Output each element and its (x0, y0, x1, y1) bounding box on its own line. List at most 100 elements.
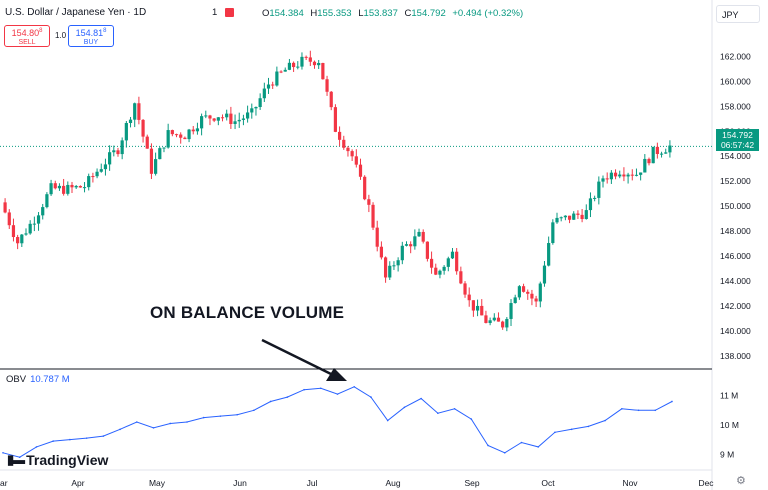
candle-body (195, 128, 200, 132)
candle-body (480, 305, 484, 316)
obv-point (437, 412, 439, 415)
candle-body (99, 169, 103, 172)
obv-points (2, 386, 673, 459)
tradingview-logo: ▮▬ TradingView (7, 452, 108, 468)
candle-body (392, 265, 396, 267)
buy-price: 154.81 (75, 28, 104, 38)
candle-body (296, 66, 300, 68)
candle-body (613, 172, 618, 177)
candle-body (7, 212, 11, 226)
candle-body (41, 207, 45, 216)
time-tick-label: Jun (233, 478, 247, 488)
candle-body (266, 84, 271, 89)
obv-point (353, 386, 356, 388)
obv-point (403, 406, 406, 409)
currency-button[interactable]: JPY (716, 5, 760, 23)
candle-body (158, 148, 162, 160)
sell-button[interactable]: 154.808 SELL (4, 25, 50, 47)
candle-body (367, 199, 371, 205)
obv-point (520, 441, 523, 444)
symbol-title[interactable]: U.S. Dollar / Japanese Yen · 1D (5, 7, 147, 18)
candle-body (584, 210, 588, 220)
candle-body (216, 117, 220, 121)
obv-value: 10.787 M (30, 374, 70, 385)
close-label: C (404, 8, 412, 19)
annotation-arrow (261, 338, 347, 381)
close-value: 154.792 (411, 8, 446, 19)
candle-body (647, 158, 651, 164)
candle-body (609, 172, 613, 180)
obv-point (386, 419, 389, 422)
candle-body (421, 231, 425, 242)
candle-body (530, 293, 534, 299)
obv-point (286, 396, 289, 398)
candle-body (329, 91, 333, 108)
time-tick-label: Apr (71, 478, 84, 488)
candle-body (74, 185, 78, 188)
high-value: 155.353 (317, 8, 352, 19)
candle-body (212, 118, 216, 121)
obv-point (85, 437, 88, 439)
obv-point (169, 422, 172, 425)
obv-point (18, 456, 21, 459)
time-tick-label: May (149, 478, 166, 488)
candle-body (53, 183, 57, 189)
obv-point (219, 415, 222, 417)
obv-point (303, 388, 305, 391)
candle-body (388, 265, 392, 278)
candle-body (246, 112, 250, 119)
candle-body (28, 223, 32, 234)
price-tick-label: 138.000 (720, 351, 751, 361)
flag-icon[interactable] (225, 8, 234, 17)
candle-body (183, 137, 187, 140)
candle-body (559, 217, 563, 219)
buy-button[interactable]: 154.818 BUY (68, 25, 114, 47)
candle-body (49, 183, 53, 195)
candle-body (459, 271, 463, 284)
obv-point (253, 409, 255, 412)
open-label: O (262, 8, 270, 19)
candle-body (354, 156, 358, 165)
bar-countdown: 06:57:42 (720, 140, 755, 150)
candle-body (154, 159, 158, 174)
obv-point (52, 440, 54, 442)
candle-body (484, 315, 488, 323)
candle-body (279, 71, 283, 73)
candle-body (542, 265, 547, 284)
obv-point (621, 408, 623, 410)
time-tick-label: ar (0, 478, 8, 488)
candle-body (383, 257, 388, 278)
candle-body (317, 62, 321, 66)
high-label: H (310, 8, 318, 19)
candle-body (36, 215, 41, 224)
quantity[interactable]: 1.0 (55, 31, 67, 40)
candle-body (467, 294, 471, 301)
candle-body (438, 270, 442, 275)
obv-point (570, 428, 573, 431)
candle-body (200, 116, 204, 129)
candle-body (492, 317, 496, 321)
candle-body (413, 236, 417, 247)
obv-point (487, 444, 489, 447)
obv-tick-label: 11 M (720, 391, 738, 401)
candles (3, 50, 672, 332)
candle-body (308, 57, 312, 62)
obv-point (152, 427, 155, 429)
time-tick-label: Dec (698, 478, 714, 488)
obv-point (370, 396, 372, 398)
candle-body (250, 108, 254, 113)
candle-body (538, 283, 542, 302)
candle-body (116, 150, 120, 155)
candle-body (82, 187, 87, 189)
candle-body (404, 244, 409, 246)
candle-body (133, 103, 137, 120)
alerts-count: 1 (212, 7, 218, 18)
settings-gear-icon[interactable]: ⚙ (736, 475, 746, 487)
price-axis: 162.000160.000158.000156.000154.000152.0… (720, 51, 751, 360)
low-value: 153.837 (363, 8, 398, 19)
obv-legend[interactable]: OBV 10.787 M (6, 374, 70, 385)
candle-body (103, 164, 108, 170)
open-value: 154.384 (269, 8, 304, 19)
candle-body (488, 320, 492, 323)
